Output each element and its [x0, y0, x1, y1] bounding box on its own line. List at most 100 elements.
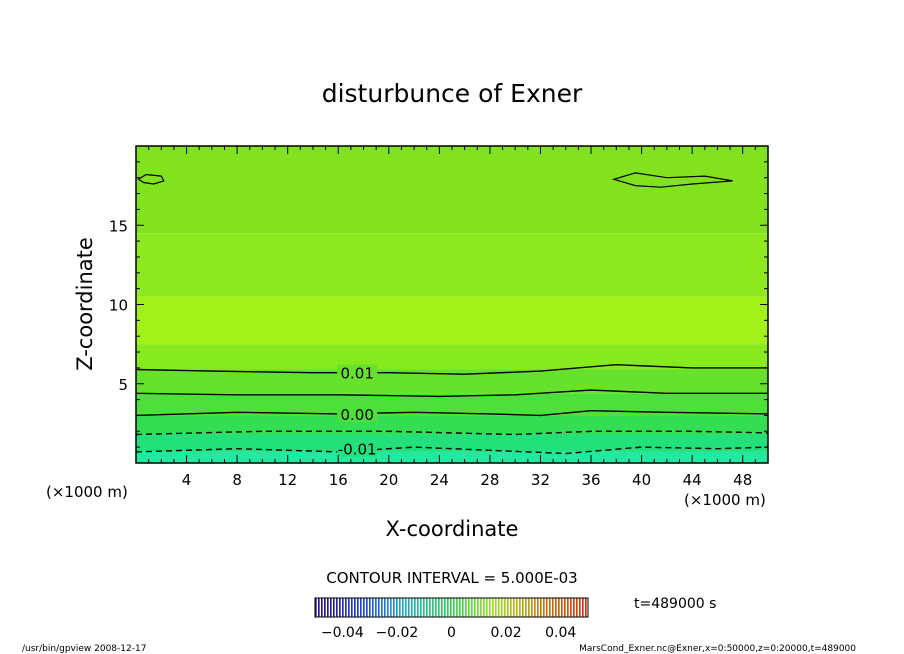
color-band-6: [136, 296, 768, 345]
colorbar-stripe: [555, 598, 557, 617]
chart-title: disturbunce of Exner: [322, 79, 583, 108]
colorbar-stripe: [408, 598, 410, 617]
contour-label-bg-0: [337, 364, 378, 381]
x-tick-label: 24: [430, 471, 449, 489]
colorbar-stripe: [450, 598, 452, 617]
colorbar-stripe: [483, 598, 485, 617]
colorbar-stripe: [552, 598, 554, 617]
colorbar-stripe: [540, 598, 542, 617]
colorbar-stripe: [525, 598, 527, 617]
contour-interval-label: CONTOUR INTERVAL = 5.000E-03: [326, 569, 577, 587]
colorbar-stripe: [369, 598, 371, 617]
colorbar-stripe: [576, 598, 578, 617]
contour-label-bg-1: [337, 405, 378, 422]
colorbar-stripe: [321, 598, 323, 617]
colorbar-stripe: [417, 598, 419, 617]
y-axis-ticks: 5 10 15: [109, 161, 768, 448]
contour-line-4: [136, 446, 768, 455]
x-axis-ticks: 4 8 12 16 20 24 28 32 36 40 44 48: [148, 146, 769, 489]
colorbar-stripe: [570, 598, 572, 617]
x-tick-label: 16: [329, 471, 348, 489]
x-tick-label: 36: [581, 471, 600, 489]
colorbar-stripe: [336, 598, 338, 617]
color-band-7: [136, 233, 768, 297]
color-band-4: [136, 369, 768, 394]
contour-lines-layer: [136, 172, 768, 455]
colorbar-stripe: [333, 598, 335, 617]
colorbar-stripe: [513, 598, 515, 617]
colorbar-stripe: [471, 598, 473, 617]
contour-line-0: [136, 363, 768, 375]
colorbar-stripe: [390, 598, 392, 617]
contour-labels-layer: 0.01 0.00 -0.01: [337, 364, 378, 459]
color-fill-layer: [136, 146, 768, 463]
colorbar-tick-label: −0.04: [321, 625, 364, 641]
colorbar-stripe: [582, 598, 584, 617]
colorbar-stripe: [564, 598, 566, 617]
color-band-5: [136, 344, 768, 370]
colorbar-stripe: [492, 598, 494, 617]
colorbar-stripe: [399, 598, 401, 617]
y-tick-label: 5: [118, 376, 128, 394]
colorbar-stripe: [519, 598, 521, 617]
colorbar-stripe: [462, 598, 464, 617]
colorbar-stripe: [345, 598, 347, 617]
colorbar-stripe: [573, 598, 575, 617]
colorbar-stripe: [534, 598, 536, 617]
colorbar-frame: [314, 597, 589, 618]
colorbar-stripe: [363, 598, 365, 617]
colorbar-ticks: −0.04 −0.02 0 0.02 0.04: [321, 625, 577, 641]
colorbar-stripe: [420, 598, 422, 617]
footer-left: /usr/bin/gpview 2008-12-17: [22, 644, 146, 654]
colorbar-stripe: [516, 598, 518, 617]
y-axis-label: Z-coordinate: [73, 237, 97, 371]
x-tick-label: 44: [683, 471, 702, 489]
contour-label-2: -0.01: [338, 441, 377, 459]
x-tick-label: 28: [480, 471, 499, 489]
colorbar-stripe: [435, 598, 437, 617]
colorbar-tick-label: 0.02: [491, 625, 522, 641]
colorbar-stripe: [495, 598, 497, 617]
x-tick-label: 40: [632, 471, 651, 489]
colorbar-stripe: [318, 598, 320, 617]
x-unit-left: (×1000 m): [46, 483, 128, 501]
colorbar-stripe: [480, 598, 482, 617]
colorbar-stripe: [378, 598, 380, 617]
color-band-1: [136, 434, 768, 452]
color-band-2: [136, 415, 768, 435]
colorbar-stripe: [561, 598, 563, 617]
x-axis-label: X-coordinate: [386, 517, 519, 541]
contour-label-0: 0.01: [340, 365, 373, 383]
x-tick-label: 4: [182, 471, 192, 489]
colorbar-tick-label: −0.02: [375, 625, 418, 641]
colorbar-stripe: [498, 598, 500, 617]
contour-label-1: 0.00: [340, 406, 373, 424]
color-band-3: [136, 393, 768, 416]
colorbar-stripe: [537, 598, 539, 617]
colorbar-stripe: [339, 598, 341, 617]
colorbar-stripe: [432, 598, 434, 617]
colorbar-stripe: [372, 598, 374, 617]
colorbar-stripe: [384, 598, 386, 617]
colorbar-stripe: [441, 598, 443, 617]
colorbar-stripe: [393, 598, 395, 617]
colorbar-stripe: [348, 598, 350, 617]
colorbar: [315, 598, 587, 617]
colorbar-stripe: [405, 598, 407, 617]
colorbar-stripe: [423, 598, 425, 617]
colorbar-stripe: [429, 598, 431, 617]
colorbar-stripe: [381, 598, 383, 617]
colorbar-stripe: [567, 598, 569, 617]
colorbar-stripe: [366, 598, 368, 617]
colorbar-stripe: [411, 598, 413, 617]
colorbar-stripe: [489, 598, 491, 617]
colorbar-stripe: [549, 598, 551, 617]
x-tick-label: 20: [379, 471, 398, 489]
colorbar-stripe: [387, 598, 389, 617]
colorbar-stripe: [402, 598, 404, 617]
colorbar-stripe: [330, 598, 332, 617]
colorbar-stripe: [531, 598, 533, 617]
footer-right: MarsCond_Exner.nc@Exner,x=0:50000,z=0:20…: [579, 644, 856, 654]
colorbar-stripe: [510, 598, 512, 617]
colorbar-tick-label: 0.04: [545, 625, 576, 641]
